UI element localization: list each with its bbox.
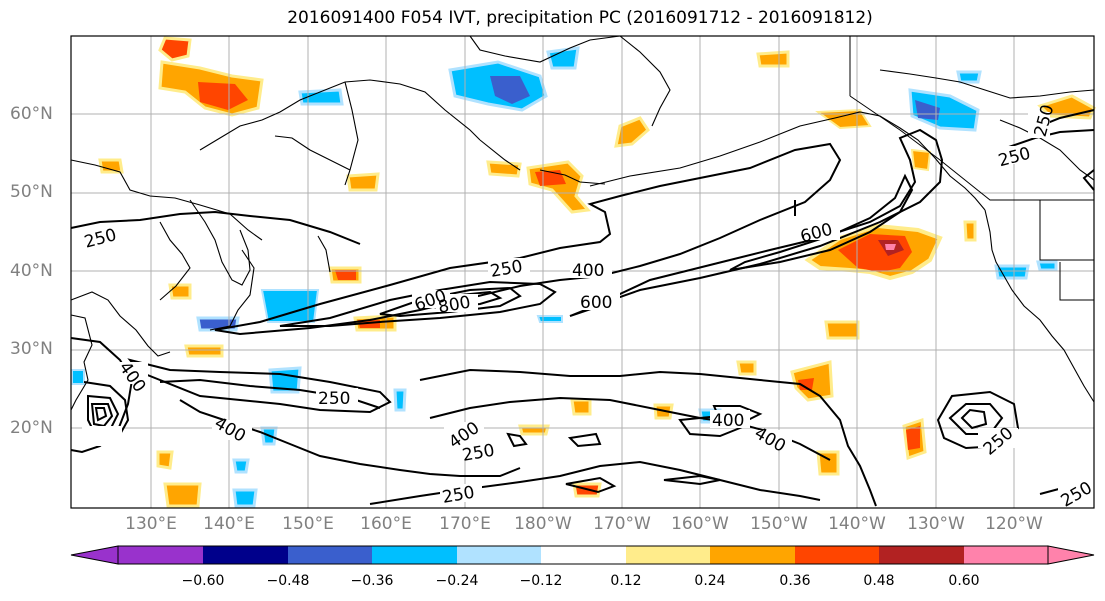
precip-negative-patches — [71, 46, 1058, 508]
colorbar-bin — [710, 546, 795, 564]
colorbar-tick-label: −0.60 — [181, 573, 225, 589]
contour-label: 400 — [712, 411, 744, 431]
lat-label: 60°N — [10, 104, 53, 124]
lon-label: 140°W — [828, 514, 886, 534]
colorbar-bin — [795, 546, 879, 564]
colorbar-bin — [118, 546, 203, 564]
colorbar-bin — [541, 546, 626, 564]
colorbar-tick-label: 0.24 — [694, 573, 726, 589]
lon-label: 150°E — [282, 514, 334, 534]
colorbar-tick-label: 0.12 — [610, 573, 642, 589]
colorbar-extend-low — [70, 545, 119, 565]
contour-label: 600 — [580, 293, 612, 313]
colorbar-tick-label: 0.36 — [779, 573, 811, 589]
lat-label: 30°N — [10, 339, 53, 359]
lon-label: 150°W — [750, 514, 808, 534]
coastlines — [70, 35, 1095, 411]
colorbar-bin — [626, 546, 710, 564]
lon-label: 130°W — [907, 514, 965, 534]
colorbar — [70, 545, 1095, 565]
colorbar-bin — [457, 546, 541, 564]
colorbar-outline — [117, 545, 1049, 565]
colorbar-tick-label: 0.48 — [863, 573, 895, 589]
colorbar-bin — [879, 546, 964, 564]
lat-label: 40°N — [10, 261, 53, 281]
colorbar-bin — [288, 546, 372, 564]
contour-label-backgrounds — [82, 112, 1094, 502]
colorbar-extend-high — [1047, 545, 1095, 565]
lat-label: 20°N — [10, 418, 53, 438]
colorbar-bin — [964, 546, 1048, 564]
lon-label: 120°W — [985, 514, 1043, 534]
lon-label: 170°W — [593, 514, 651, 534]
lon-label: 160°W — [671, 514, 729, 534]
lon-label: 130°E — [125, 514, 177, 534]
precip-positive-patches — [98, 36, 1096, 508]
colorbar-bin — [372, 546, 457, 564]
lon-label: 140°E — [203, 514, 255, 534]
political-borders — [849, 36, 1094, 301]
contour-label: 250 — [318, 389, 350, 409]
colorbar-tick-label: −0.24 — [435, 573, 479, 589]
map-frame — [70, 35, 1095, 509]
colorbar-tick-label: −0.12 — [519, 573, 563, 589]
contour-label: 400 — [572, 261, 604, 281]
colorbar-tick-label: −0.36 — [350, 573, 394, 589]
lat-label: 50°N — [10, 182, 53, 202]
map-title: 2016091400 F054 IVT, precipitation PC (2… — [287, 8, 873, 28]
lon-label: 160°E — [360, 514, 412, 534]
colorbar-tick-label: 0.60 — [948, 573, 980, 589]
colorbar-tick-label: −0.48 — [266, 573, 310, 589]
lon-label: 180°W — [514, 514, 572, 534]
lon-label: 170°E — [439, 514, 491, 534]
colorbar-bin — [203, 546, 288, 564]
